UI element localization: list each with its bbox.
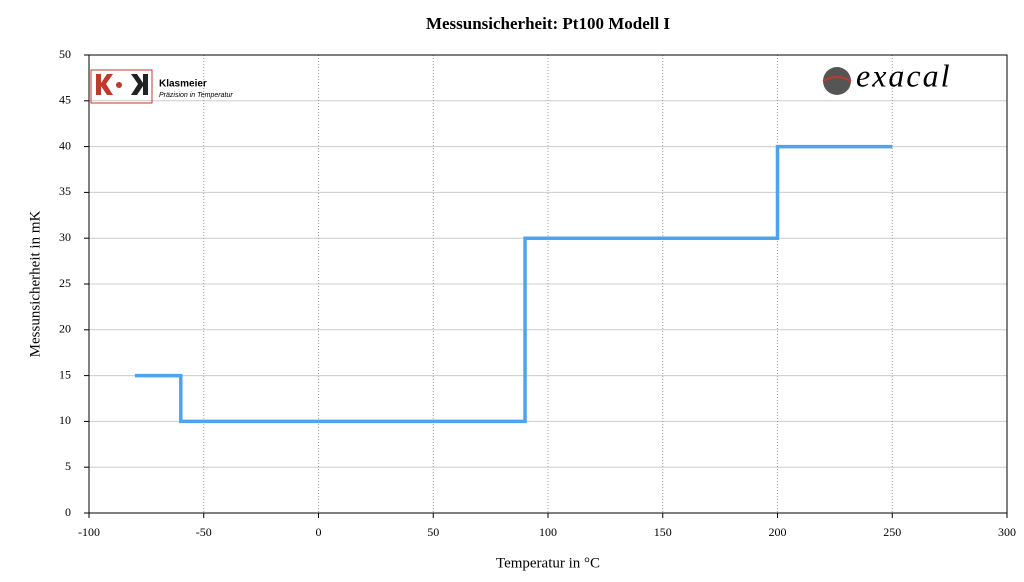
logo-sphere (823, 67, 851, 95)
x-tick-label: 100 (539, 525, 557, 539)
logo-k (96, 74, 113, 95)
exacal-logo: exacal (822, 57, 952, 95)
logo-name: exacal (856, 57, 952, 93)
logo-frame (90, 69, 153, 104)
y-tick-label: 0 (65, 505, 71, 519)
y-tick-label: 5 (65, 459, 71, 473)
x-axis-label: Temperatur in °C (496, 555, 600, 571)
logo-dot (116, 82, 122, 88)
x-tick-label: 0 (316, 525, 322, 539)
y-tick-label: 25 (59, 276, 71, 290)
y-tick-label: 30 (59, 230, 71, 244)
logo-name: Klasmeier (159, 79, 207, 90)
x-tick-label: 250 (883, 525, 901, 539)
y-tick-label: 35 (59, 184, 71, 198)
y-tick-label: 50 (59, 47, 71, 61)
logo-k-mirrored (131, 74, 148, 95)
data-line (134, 144, 893, 424)
y-tick-label: 20 (59, 322, 71, 336)
logo-tagline: Präzision in Temperatur (159, 92, 233, 99)
y-tick-label: 45 (59, 93, 71, 107)
x-tick-label: -50 (196, 525, 212, 539)
x-tick-label: 150 (654, 525, 672, 539)
x-tick-label: 300 (998, 525, 1016, 539)
y-tick-label: 40 (59, 138, 71, 152)
chart-title: Messunsicherheit: Pt100 Modell I (426, 14, 670, 33)
logo-swoosh (822, 76, 852, 82)
y-axis-label: Messunsicherheit in mK (27, 211, 43, 358)
klasmeier-logo: Klasmeier Präzision in Temperatur (90, 69, 233, 104)
x-tick-label: 50 (427, 525, 439, 539)
y-tick-label: 15 (59, 367, 71, 381)
y-tick-label: 10 (59, 413, 71, 427)
x-tick-label: -100 (78, 525, 100, 539)
x-tick-label: 200 (769, 525, 787, 539)
